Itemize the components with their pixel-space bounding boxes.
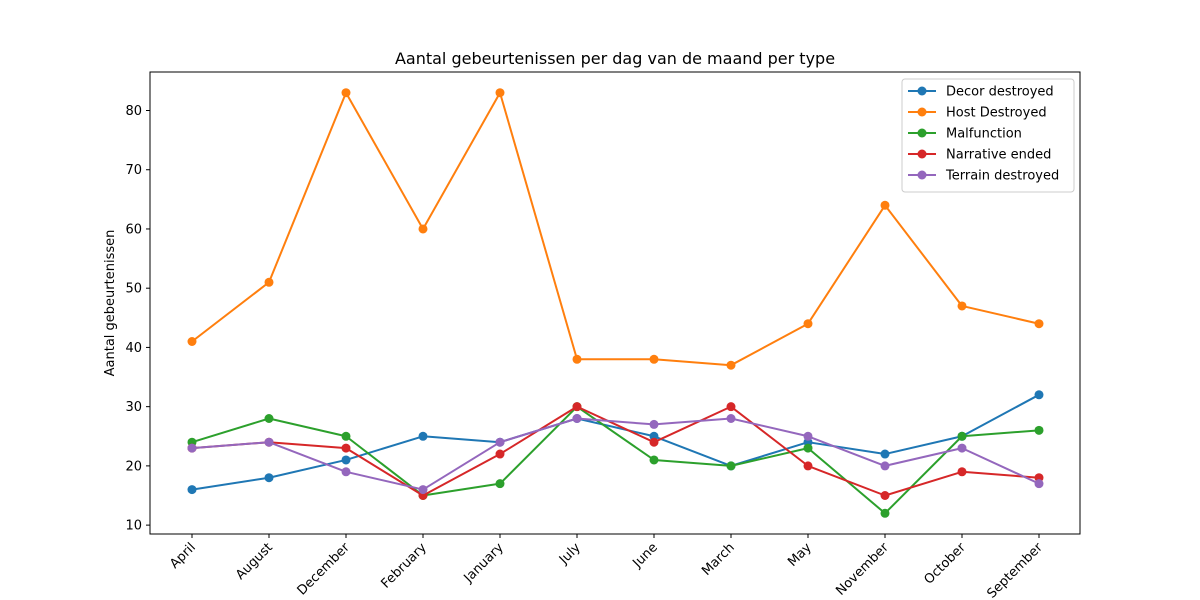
legend-marker [917, 149, 927, 159]
y-tick-label: 20 [125, 459, 142, 474]
data-point [1034, 390, 1044, 400]
data-point [341, 455, 351, 465]
legend-label: Host Destroyed [946, 106, 1047, 121]
data-point [418, 485, 428, 495]
legend-marker [917, 107, 927, 117]
data-point [572, 354, 582, 364]
data-point [418, 431, 428, 441]
data-point [1034, 319, 1044, 329]
data-point [341, 443, 351, 453]
series-line [191, 405, 1040, 515]
data-point [495, 479, 505, 489]
series-decor-destroyed [187, 390, 1044, 495]
series-narrative-ended [187, 402, 1044, 500]
data-point [1034, 425, 1044, 435]
data-point [649, 354, 659, 364]
x-tick-label: April [167, 540, 199, 572]
data-point [957, 301, 967, 311]
x-axis: April August December February January July Ju… [167, 534, 1046, 600]
data-point [572, 414, 582, 423]
data-point [418, 224, 428, 234]
y-tick-label: 40 [125, 341, 142, 356]
y-tick-label: 50 [125, 282, 142, 297]
x-tick-label: September [984, 540, 1046, 600]
x-tick-label: June [629, 540, 660, 571]
y-tick-label: 60 [125, 222, 142, 237]
legend-marker [917, 128, 927, 138]
series-host-destroyed [187, 88, 1044, 370]
data-point [803, 461, 813, 471]
legend-label: Malfunction [946, 127, 1022, 142]
data-point [880, 508, 890, 518]
data-point [803, 443, 813, 453]
data-point [187, 485, 197, 495]
data-point [726, 461, 736, 471]
data-point [264, 437, 274, 447]
x-tick-label: July [556, 540, 584, 568]
data-point [572, 402, 582, 412]
data-point [495, 449, 505, 459]
series-line [191, 91, 1040, 367]
data-point [803, 319, 813, 329]
legend-marker [917, 86, 927, 96]
x-tick-label: August [233, 540, 276, 583]
x-tick-label: December [295, 540, 354, 599]
data-point [957, 431, 967, 441]
series-layer [187, 88, 1044, 518]
data-point [1034, 479, 1044, 489]
data-point [649, 455, 659, 465]
data-point [880, 491, 890, 500]
x-tick-label: May [785, 540, 815, 570]
x-tick-label: November [833, 540, 892, 599]
legend-label: Narrative ended [946, 148, 1051, 163]
y-axis-label: Aantal gebeurtenissen [103, 230, 118, 377]
series-terrain-destroyed [187, 414, 1044, 495]
data-point [341, 88, 351, 98]
data-point [264, 473, 274, 483]
x-tick-label: March [699, 540, 738, 579]
y-tick-label: 80 [125, 104, 142, 119]
data-point [880, 461, 890, 471]
series-line [191, 405, 1040, 497]
y-axis: 10 20 30 40 50 60 70 80 [125, 104, 150, 534]
data-point [187, 337, 197, 346]
data-point [649, 419, 659, 429]
data-point [495, 437, 505, 447]
plot-area [149, 71, 1081, 535]
data-point [726, 414, 736, 423]
data-point [957, 467, 967, 477]
legend: Decor destroyed Host Destroyed Malfunction… [901, 78, 1075, 193]
legend-label: Terrain destroyed [945, 169, 1059, 184]
data-point [726, 402, 736, 412]
data-point [264, 414, 274, 423]
data-point [880, 200, 890, 210]
data-point [957, 443, 967, 453]
data-point [649, 437, 659, 447]
data-point [803, 431, 813, 441]
data-point [264, 277, 274, 287]
y-tick-label: 30 [125, 400, 142, 415]
data-point [726, 360, 736, 370]
legend-label: Decor destroyed [946, 85, 1054, 100]
chart-title: Aantal gebeurtenissen per dag van de maa… [395, 49, 835, 68]
series-line [191, 417, 1040, 491]
x-tick-label: February [378, 540, 430, 592]
series-line [191, 393, 1040, 491]
data-point [880, 449, 890, 459]
data-point [187, 443, 197, 453]
data-point [495, 88, 505, 98]
y-tick-label: 70 [125, 163, 142, 178]
data-point [341, 467, 351, 477]
y-tick-label: 10 [125, 519, 142, 534]
legend-marker [917, 170, 927, 180]
legend-frame [901, 78, 1075, 193]
x-tick-label: January [461, 540, 507, 586]
data-point [341, 431, 351, 441]
x-tick-label: October [921, 540, 969, 588]
